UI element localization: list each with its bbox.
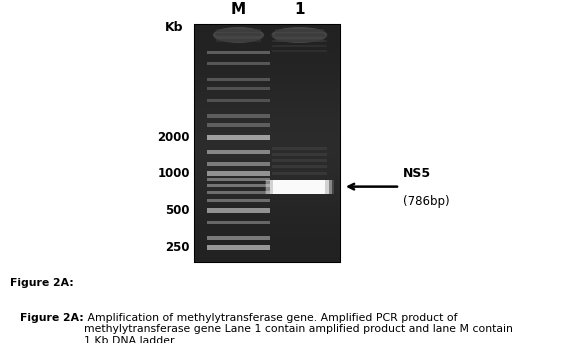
- Text: 1: 1: [294, 2, 305, 17]
- Bar: [275, 29, 324, 32]
- Bar: [207, 199, 271, 202]
- Bar: [195, 25, 340, 262]
- Bar: [273, 180, 325, 193]
- Ellipse shape: [213, 27, 264, 43]
- Bar: [272, 146, 327, 150]
- Bar: [207, 191, 271, 194]
- Bar: [267, 180, 332, 193]
- Bar: [207, 162, 271, 166]
- Bar: [272, 40, 327, 42]
- Bar: [272, 165, 327, 168]
- Text: (786bp): (786bp): [403, 194, 449, 208]
- Bar: [207, 123, 271, 127]
- Bar: [207, 221, 271, 224]
- Bar: [207, 87, 271, 90]
- Text: NS5: NS5: [403, 167, 431, 180]
- Bar: [207, 172, 271, 176]
- Bar: [207, 50, 271, 54]
- Text: 500: 500: [165, 204, 190, 217]
- Text: M: M: [231, 2, 246, 17]
- Text: Figure 2A:: Figure 2A:: [20, 313, 84, 323]
- Bar: [272, 50, 327, 52]
- Text: 2000: 2000: [157, 131, 190, 144]
- Bar: [270, 180, 329, 193]
- Bar: [275, 39, 324, 42]
- Bar: [272, 45, 327, 47]
- Bar: [272, 159, 327, 162]
- Bar: [207, 208, 271, 213]
- Bar: [207, 151, 271, 154]
- Text: 250: 250: [165, 241, 190, 254]
- Bar: [272, 153, 327, 156]
- Bar: [272, 35, 327, 37]
- Text: Amplification of methylytransferase gene. Amplified PCR product of
methylytransf: Amplification of methylytransferase gene…: [84, 313, 513, 343]
- Bar: [207, 245, 271, 250]
- Bar: [207, 184, 271, 187]
- Text: Kb: Kb: [165, 21, 183, 34]
- Bar: [207, 62, 271, 66]
- Ellipse shape: [272, 27, 327, 43]
- Bar: [264, 180, 334, 193]
- Bar: [216, 29, 261, 32]
- Bar: [216, 39, 261, 42]
- Bar: [207, 114, 271, 118]
- Bar: [275, 33, 324, 36]
- Bar: [207, 99, 271, 102]
- Text: 1000: 1000: [157, 167, 190, 180]
- Bar: [207, 135, 271, 140]
- Bar: [216, 33, 261, 36]
- Bar: [207, 178, 271, 181]
- Bar: [207, 236, 271, 240]
- Bar: [272, 172, 327, 175]
- Text: Figure 2A:: Figure 2A:: [10, 278, 74, 288]
- Bar: [207, 78, 271, 81]
